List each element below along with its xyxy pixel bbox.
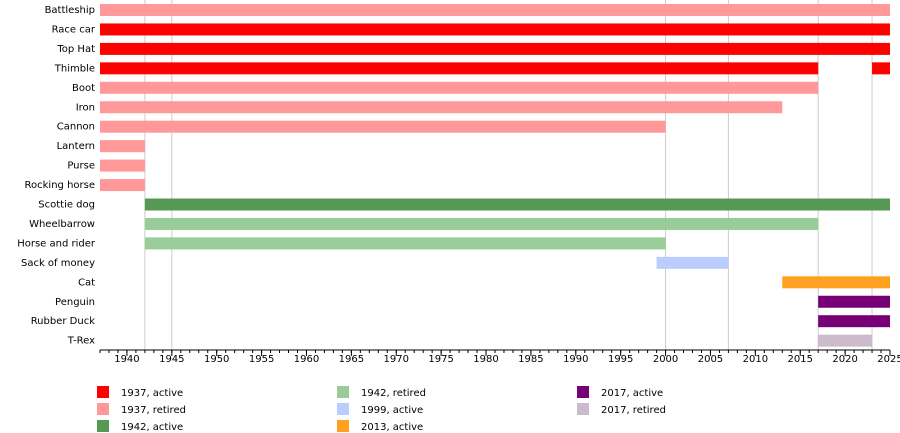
x-tick-label: 1970 bbox=[384, 354, 409, 365]
row-label: Lantern bbox=[57, 141, 95, 152]
legend-swatch bbox=[337, 403, 349, 415]
bar bbox=[100, 62, 819, 75]
bar bbox=[100, 120, 666, 133]
row-label: Rocking horse bbox=[25, 180, 95, 191]
row-label: Boot bbox=[72, 83, 95, 94]
x-tick-label: 1995 bbox=[608, 354, 633, 365]
bar bbox=[100, 23, 890, 36]
x-tick-label: 2025 bbox=[877, 354, 900, 365]
row-label: Cat bbox=[78, 277, 95, 288]
bar bbox=[818, 315, 890, 328]
legend-label: 2017, active bbox=[601, 388, 663, 399]
bar bbox=[144, 217, 819, 230]
row-label: Thimble bbox=[54, 63, 95, 74]
bar bbox=[100, 101, 783, 114]
legend-label: 1999, active bbox=[361, 405, 423, 416]
x-tick-label: 1960 bbox=[294, 354, 319, 365]
x-tick-label: 1950 bbox=[204, 354, 229, 365]
row-label: Purse bbox=[67, 161, 95, 172]
legend-label: 1937, retired bbox=[121, 405, 186, 416]
bar bbox=[100, 159, 145, 172]
row-label: Penguin bbox=[55, 297, 95, 308]
bar bbox=[144, 237, 666, 250]
legend-swatch bbox=[97, 403, 109, 415]
row-label: T-Rex bbox=[67, 336, 95, 347]
row-label: Iron bbox=[76, 102, 95, 113]
bar bbox=[144, 198, 891, 211]
legend-swatch bbox=[337, 420, 349, 432]
legend-swatch bbox=[97, 420, 109, 432]
bar bbox=[818, 295, 890, 308]
row-label: Battleship bbox=[45, 5, 95, 16]
x-tick-label: 1965 bbox=[339, 354, 364, 365]
row-label: Sack of money bbox=[21, 258, 95, 269]
legend-label: 2013, active bbox=[361, 422, 423, 433]
legend-label: 2017, retired bbox=[601, 405, 666, 416]
row-label: Race car bbox=[52, 24, 96, 35]
x-tick-label: 1990 bbox=[563, 354, 588, 365]
bar bbox=[656, 256, 729, 269]
x-tick-label: 1985 bbox=[518, 354, 543, 365]
x-tick-label: 2005 bbox=[698, 354, 723, 365]
bar bbox=[872, 62, 890, 75]
x-tick-label: 1955 bbox=[249, 354, 274, 365]
row-label: Wheelbarrow bbox=[29, 219, 95, 230]
x-tick-label: 2015 bbox=[788, 354, 813, 365]
bar bbox=[782, 276, 890, 289]
row-label: Top Hat bbox=[56, 44, 95, 55]
bar bbox=[100, 42, 890, 55]
x-tick-label: 1945 bbox=[159, 354, 184, 365]
legend-swatch bbox=[577, 403, 589, 415]
x-tick-label: 1975 bbox=[428, 354, 453, 365]
legend-swatch bbox=[577, 386, 589, 398]
bar bbox=[100, 4, 890, 16]
bar bbox=[818, 334, 873, 347]
x-tick-label: 2010 bbox=[743, 354, 768, 365]
x-tick-label: 2020 bbox=[832, 354, 857, 365]
x-tick-label: 2000 bbox=[653, 354, 678, 365]
legend-swatch bbox=[337, 386, 349, 398]
x-tick-label: 1940 bbox=[114, 354, 139, 365]
legend-label: 1942, retired bbox=[361, 388, 426, 399]
legend-label: 1942, active bbox=[121, 422, 183, 433]
bar bbox=[100, 179, 145, 192]
legend-label: 1937, active bbox=[121, 388, 183, 399]
legend-swatch bbox=[97, 386, 109, 398]
x-tick-label: 1980 bbox=[473, 354, 498, 365]
row-label: Scottie dog bbox=[38, 200, 95, 211]
bar bbox=[100, 81, 819, 94]
row-label: Rubber Duck bbox=[31, 316, 96, 327]
bar bbox=[100, 140, 145, 153]
row-label: Cannon bbox=[57, 122, 95, 133]
row-label: Horse and rider bbox=[17, 238, 96, 249]
